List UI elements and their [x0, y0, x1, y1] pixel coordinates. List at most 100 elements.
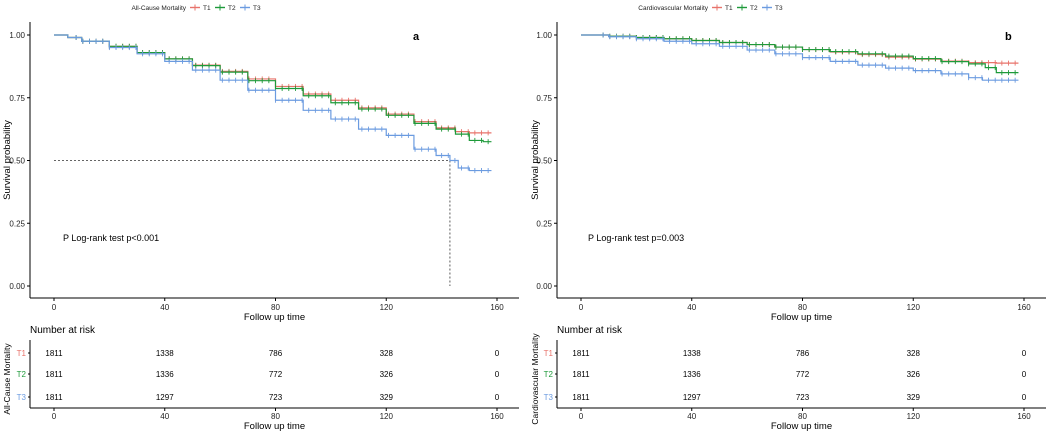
- risk-count-cell: 786: [269, 349, 283, 358]
- x-tick-label: 0: [579, 303, 584, 312]
- x-tick-label: 160: [1017, 303, 1031, 312]
- risk-count-cell: 772: [269, 370, 283, 379]
- risk-row-label-t2: T2: [544, 370, 554, 379]
- risk-count-cell: 1811: [572, 370, 590, 379]
- y-tick-label: 0.75: [536, 94, 552, 103]
- risk-table-all-cause: Number at risk T1 1811 1338 786 328 0 T2 1811 133…: [2, 325, 519, 432]
- survival-panel-a: 0.00 0.25 0.50 0.75 1.00 0 40 80 120 160 Follow up…: [2, 4, 519, 323]
- legend-label-t1: T1: [203, 5, 211, 12]
- risk-count-cell: 1336: [683, 370, 701, 379]
- x-axis-title: Follow up time: [244, 312, 305, 323]
- risk-x-tick-label: 160: [490, 412, 504, 421]
- risk-count-cell: 326: [380, 370, 394, 379]
- risk-count-cell: 786: [796, 349, 810, 358]
- risk-count-cell: 1336: [156, 370, 174, 379]
- x-tick-label: 0: [52, 303, 57, 312]
- logrank-annotation: P Log-rank test p=0.003: [588, 233, 684, 243]
- survival-curve-t1: [54, 34, 492, 134]
- censor-marks-t2: [75, 35, 489, 145]
- y-tick-label: 0.00: [536, 282, 552, 291]
- x-tick-label: 160: [490, 303, 504, 312]
- risk-count-cell: 1811: [45, 370, 63, 379]
- censor-marks-t1: [75, 35, 489, 136]
- risk-x-tick-label: 0: [52, 412, 57, 421]
- legend-label-t3: T3: [775, 5, 783, 12]
- legend-label-t3: T3: [253, 5, 261, 12]
- censor-marks-t3: [75, 35, 489, 174]
- logrank-annotation: P Log-rank test p<0.001: [63, 233, 159, 243]
- risk-table-title: Number at risk: [30, 325, 96, 336]
- risk-x-tick-label: 80: [271, 412, 280, 421]
- risk-count-cell: 772: [796, 370, 810, 379]
- x-tick-label: 80: [271, 303, 280, 312]
- panel-label: b: [1005, 31, 1012, 43]
- x-tick-label: 80: [798, 303, 807, 312]
- legend-title: Cardiovascular Mortality: [638, 5, 708, 12]
- risk-x-tick-label: 40: [160, 412, 169, 421]
- y-tick-label: 0.25: [9, 219, 25, 228]
- legend: Cardiovascular Mortality T1 T2 T3: [638, 4, 783, 12]
- risk-count-cell: 0: [495, 349, 500, 358]
- x-axis-title: Follow up time: [771, 312, 832, 323]
- risk-count-cell: 1338: [683, 349, 701, 358]
- panel-label: a: [413, 31, 420, 43]
- survival-curve-t3: [581, 34, 1019, 81]
- risk-x-axis-title: Follow up time: [244, 421, 305, 432]
- risk-x-tick-label: 120: [380, 412, 394, 421]
- censor-marks-t3: [602, 32, 1016, 83]
- legend: All-Cause Mortality T1 T2 T3: [131, 4, 261, 12]
- risk-row-label-t3: T3: [544, 393, 554, 402]
- risk-count-cell: 1338: [156, 349, 174, 358]
- y-tick-label: 0.75: [9, 94, 25, 103]
- risk-count-cell: 329: [380, 393, 394, 402]
- legend-label-t2: T2: [228, 5, 236, 12]
- risk-count-cell: 1297: [683, 393, 701, 402]
- y-axis-title: Survival probability: [530, 120, 541, 200]
- risk-count-cell: 1811: [572, 349, 590, 358]
- censor-marks-t2: [602, 32, 1016, 76]
- risk-row-label-t3: T3: [17, 393, 27, 402]
- y-tick-label: 0.50: [9, 157, 25, 166]
- y-tick-label: 0.00: [9, 282, 25, 291]
- risk-row-label-t1: T1: [17, 349, 27, 358]
- risk-count-cell: 1297: [156, 393, 174, 402]
- legend-label-t1: T1: [725, 5, 733, 12]
- risk-table-cardiovascular: Number at risk T1 1811 1338 786 328 0 T2 1811 133…: [530, 325, 1046, 432]
- risk-table-y-title: Cardiovascular Mortality: [530, 333, 540, 425]
- y-tick-label: 0.50: [536, 157, 552, 166]
- survival-curve-t2: [54, 34, 492, 143]
- risk-x-tick-label: 160: [1017, 412, 1031, 421]
- risk-count-cell: 0: [495, 393, 500, 402]
- risk-count-cell: 1811: [572, 393, 590, 402]
- risk-x-tick-label: 40: [687, 412, 696, 421]
- y-tick-label: 1.00: [536, 31, 552, 40]
- survival-curve-t3: [54, 34, 492, 172]
- x-tick-label: 120: [380, 303, 394, 312]
- risk-count-cell: 0: [1022, 370, 1027, 379]
- risk-table-y-title: All-Cause Mortality: [2, 343, 12, 415]
- y-tick-label: 0.25: [536, 219, 552, 228]
- y-tick-label: 1.00: [9, 31, 25, 40]
- risk-x-axis-title: Follow up time: [771, 421, 832, 432]
- risk-count-cell: 1811: [45, 393, 63, 402]
- x-tick-label: 40: [160, 303, 169, 312]
- risk-count-cell: 0: [1022, 393, 1027, 402]
- survival-panel-b: 0.00 0.25 0.50 0.75 1.00 0 40 80 120 160 Follow up…: [530, 4, 1046, 323]
- risk-count-cell: 0: [1022, 349, 1027, 358]
- risk-count-cell: 723: [796, 393, 810, 402]
- risk-count-cell: 328: [907, 349, 921, 358]
- legend-title: All-Cause Mortality: [131, 5, 186, 12]
- risk-row-label-t2: T2: [17, 370, 27, 379]
- risk-x-tick-label: 120: [907, 412, 921, 421]
- y-axis-title: Survival probability: [2, 120, 13, 200]
- risk-x-tick-label: 0: [579, 412, 584, 421]
- risk-row-label-t1: T1: [544, 349, 554, 358]
- legend-label-t2: T2: [750, 5, 758, 12]
- x-tick-label: 120: [907, 303, 921, 312]
- risk-count-cell: 329: [907, 393, 921, 402]
- risk-count-cell: 0: [495, 370, 500, 379]
- risk-count-cell: 326: [907, 370, 921, 379]
- risk-count-cell: 723: [269, 393, 283, 402]
- x-tick-label: 40: [687, 303, 696, 312]
